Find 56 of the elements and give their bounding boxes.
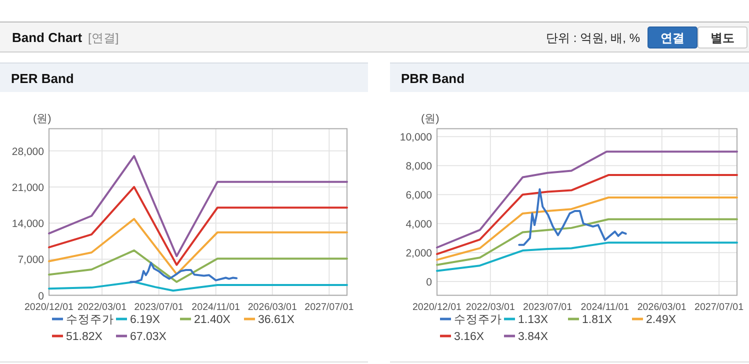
y-tick-label: 7,000	[18, 254, 44, 266]
legend-label: 수정주가	[454, 314, 502, 326]
y-axis-title: (원)	[33, 113, 52, 125]
x-tick-label: 2027/07/01	[304, 302, 354, 313]
x-tick-label: 2027/07/01	[694, 302, 744, 313]
legend-label: 51.82X	[66, 331, 103, 343]
line-series	[436, 196, 738, 261]
legend-label: 2.49X	[646, 314, 676, 326]
x-tick-label: 2023/07/01	[523, 302, 572, 313]
line-series	[48, 186, 348, 266]
text: Band Chart	[12, 30, 83, 45]
x-tick-label: 2026/03/01	[637, 302, 686, 313]
x-tick-label: 2024/11/01	[580, 302, 630, 313]
line-series	[436, 174, 738, 256]
text: 연결	[660, 31, 684, 45]
line-series	[436, 150, 738, 248]
legend-label: 6.19X	[130, 314, 160, 326]
legend-label: 1.81X	[582, 314, 612, 326]
y-tick-label: 0	[426, 276, 432, 289]
text: 단위 : 억원, 배, %	[546, 31, 640, 45]
x-tick-label: 2022/03/01	[466, 302, 515, 313]
line-series	[436, 242, 738, 272]
y-tick-label: 28,000	[12, 146, 44, 158]
y-tick-label: 14,000	[12, 218, 44, 230]
y-tick-label: 4,000	[406, 218, 432, 231]
line-series	[48, 280, 348, 292]
y-tick-label: 8,000	[406, 160, 432, 173]
y-axis-title: (원)	[421, 113, 440, 125]
x-tick-label: 2020/12/01	[412, 302, 462, 313]
legend-label: 3.84X	[518, 331, 548, 343]
y-tick-label: 21,000	[12, 182, 44, 194]
x-tick-label: 2020/12/01	[24, 302, 74, 313]
x-tick-label: 2024/11/01	[192, 302, 240, 313]
text: [연결]	[88, 31, 119, 45]
y-tick-label: 6,000	[406, 190, 432, 202]
legend-label: 수정주가	[66, 314, 114, 326]
line-series	[48, 155, 348, 258]
y-tick-label: 2,000	[406, 248, 432, 260]
x-tick-label: 2022/03/01	[78, 302, 127, 313]
y-tick-label: 10,000	[400, 132, 432, 144]
x-tick-label: 2023/07/01	[134, 302, 184, 313]
line-series	[48, 249, 348, 283]
legend-label: 3.16X	[454, 331, 484, 343]
legend-label: 36.61X	[258, 314, 295, 326]
legend-label: 21.40X	[194, 314, 231, 326]
y-tick-label: 0	[38, 290, 44, 302]
x-tick-label: 2026/03/01	[248, 302, 297, 313]
line-series	[436, 218, 738, 266]
legend-label: 67.03X	[130, 331, 167, 343]
chart-title: PBR Band	[401, 71, 465, 86]
text: 별도	[710, 31, 734, 45]
chart-title: PER Band	[11, 71, 74, 86]
legend-label: 1.13X	[518, 314, 548, 326]
line-series	[48, 218, 348, 276]
line-series	[518, 188, 627, 246]
line-series	[130, 262, 238, 283]
